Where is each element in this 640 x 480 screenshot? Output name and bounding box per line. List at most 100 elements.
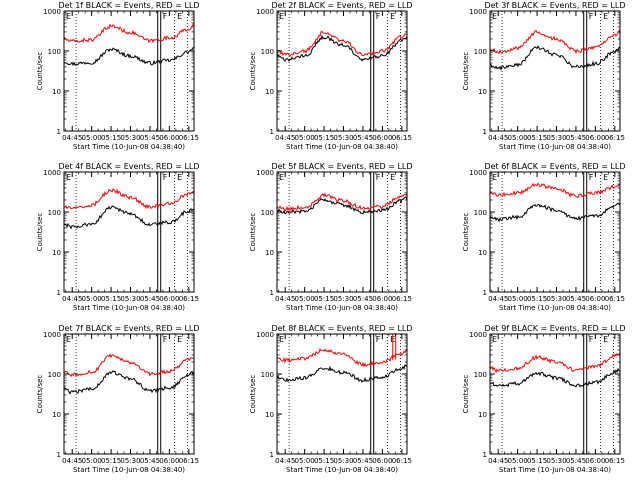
y-axis-label: Counts/sec	[462, 213, 470, 252]
series-lld-line	[63, 23, 195, 44]
y-axis-label: Counts/sec	[36, 52, 44, 91]
x-axis-label: Start Time (10-Jun-08 04:38:40)	[286, 466, 398, 474]
x-tick-label: 05:45	[140, 134, 160, 142]
x-axis-label: Start Time (10-Jun-08 04:38:40)	[73, 143, 185, 151]
x-tick-label: 06:15	[179, 457, 199, 465]
marker-label-e: E	[177, 335, 182, 344]
marker-label-e: E	[177, 12, 182, 21]
x-tick-label: 05:00	[508, 295, 528, 303]
x-tick-label: 06:00	[372, 457, 392, 465]
marker-label-e: E	[177, 173, 182, 182]
x-tick-label: 05:15	[314, 134, 334, 142]
y-axis-label: Counts/sec	[462, 52, 470, 91]
y-tick-label: 10	[265, 411, 274, 419]
x-tick-label: 04:45	[62, 457, 82, 465]
x-tick-label: 04:45	[275, 295, 295, 303]
marker-label-f: F	[589, 12, 594, 21]
y-tick-label: 1000	[469, 8, 487, 16]
series-events-line	[63, 46, 195, 67]
marker-label-e: E	[66, 12, 71, 21]
x-tick-label: 05:45	[566, 295, 586, 303]
x-tick-label: 05:00	[508, 457, 528, 465]
x-tick-label: 06:00	[372, 295, 392, 303]
x-tick-label: 04:45	[488, 134, 508, 142]
y-axis-label: Counts/sec	[249, 375, 257, 414]
x-tick-label: 05:15	[527, 134, 547, 142]
x-tick-label: 06:00	[159, 457, 179, 465]
panel-title: Det 6f BLACK = Events, RED = LLD	[484, 162, 625, 171]
x-tick-label: 05:45	[353, 134, 373, 142]
x-tick-label: 06:00	[372, 134, 392, 142]
x-tick-label: 06:00	[585, 295, 605, 303]
x-tick-label: 05:30	[546, 134, 566, 142]
y-tick-label: 100	[261, 371, 274, 379]
x-axis-label: Start Time (10-Jun-08 04:38:40)	[499, 466, 611, 474]
panel-title: Det 7f BLACK = Events, RED = LLD	[58, 324, 199, 333]
x-tick-label: 05:00	[295, 134, 315, 142]
x-tick-label: 06:15	[179, 295, 199, 303]
x-tick-label: 04:45	[488, 295, 508, 303]
x-tick-label: 05:15	[314, 457, 334, 465]
series-lld-line	[489, 182, 621, 199]
series-lld-line	[276, 30, 408, 57]
panel-title: Det 5f BLACK = Events, RED = LLD	[271, 162, 412, 171]
x-tick-label: 05:15	[101, 134, 121, 142]
x-tick-label: 05:00	[82, 457, 102, 465]
y-tick-label: 1	[483, 289, 487, 297]
marker-label-e: E	[492, 12, 497, 21]
x-tick-label: 05:15	[527, 457, 547, 465]
y-tick-label: 1	[57, 451, 61, 459]
y-tick-label: 10	[265, 88, 274, 96]
plot-frame	[63, 333, 195, 455]
series-events-line	[489, 202, 621, 223]
y-tick-label: 1	[483, 451, 487, 459]
y-tick-label: 1000	[469, 169, 487, 177]
panel-title: Det 3f BLACK = Events, RED = LLD	[484, 1, 625, 10]
series-lld-line	[489, 29, 621, 55]
marker-label-e: E	[603, 12, 608, 21]
x-axis-label: Start Time (10-Jun-08 04:38:40)	[499, 304, 611, 312]
x-axis-label: Start Time (10-Jun-08 04:38:40)	[73, 466, 185, 474]
y-tick-label: 10	[265, 249, 274, 257]
y-axis-label: Counts/sec	[249, 213, 257, 252]
x-tick-label: 05:00	[295, 295, 315, 303]
x-tick-label: 05:30	[546, 295, 566, 303]
x-tick-label: 05:45	[566, 457, 586, 465]
y-axis-label: Counts/sec	[462, 375, 470, 414]
y-axis-label: Counts/sec	[36, 375, 44, 414]
x-tick-label: 05:45	[353, 457, 373, 465]
y-tick-label: 1	[57, 289, 61, 297]
y-tick-label: 1	[57, 128, 61, 136]
x-tick-label: 06:15	[605, 457, 625, 465]
x-axis-label: Start Time (10-Jun-08 04:38:40)	[286, 304, 398, 312]
marker-label-f: F	[163, 173, 168, 182]
marker-label-e: E	[492, 335, 497, 344]
y-tick-label: 10	[478, 249, 487, 257]
x-tick-label: 05:45	[140, 457, 160, 465]
x-tick-label: 05:30	[120, 134, 140, 142]
y-tick-label: 1000	[256, 331, 274, 339]
x-tick-label: 05:45	[566, 134, 586, 142]
x-axis-label: Start Time (10-Jun-08 04:38:40)	[73, 304, 185, 312]
x-axis-label: Start Time (10-Jun-08 04:38:40)	[499, 143, 611, 151]
marker-label-e: E	[66, 173, 71, 182]
x-tick-label: 06:15	[392, 457, 412, 465]
x-tick-label: 05:00	[82, 134, 102, 142]
x-tick-label: 06:15	[605, 134, 625, 142]
x-tick-label: 05:15	[101, 295, 121, 303]
marker-label-f: F	[376, 335, 381, 344]
y-tick-label: 1000	[256, 8, 274, 16]
panel-title: Det 8f BLACK = Events, RED = LLD	[271, 324, 412, 333]
x-tick-label: 05:30	[333, 134, 353, 142]
plot-frame	[276, 333, 408, 455]
y-tick-label: 1	[270, 128, 274, 136]
y-tick-label: 1000	[43, 8, 61, 16]
series-events-line	[276, 364, 408, 383]
x-tick-label: 05:00	[508, 134, 528, 142]
x-tick-label: 04:45	[488, 457, 508, 465]
